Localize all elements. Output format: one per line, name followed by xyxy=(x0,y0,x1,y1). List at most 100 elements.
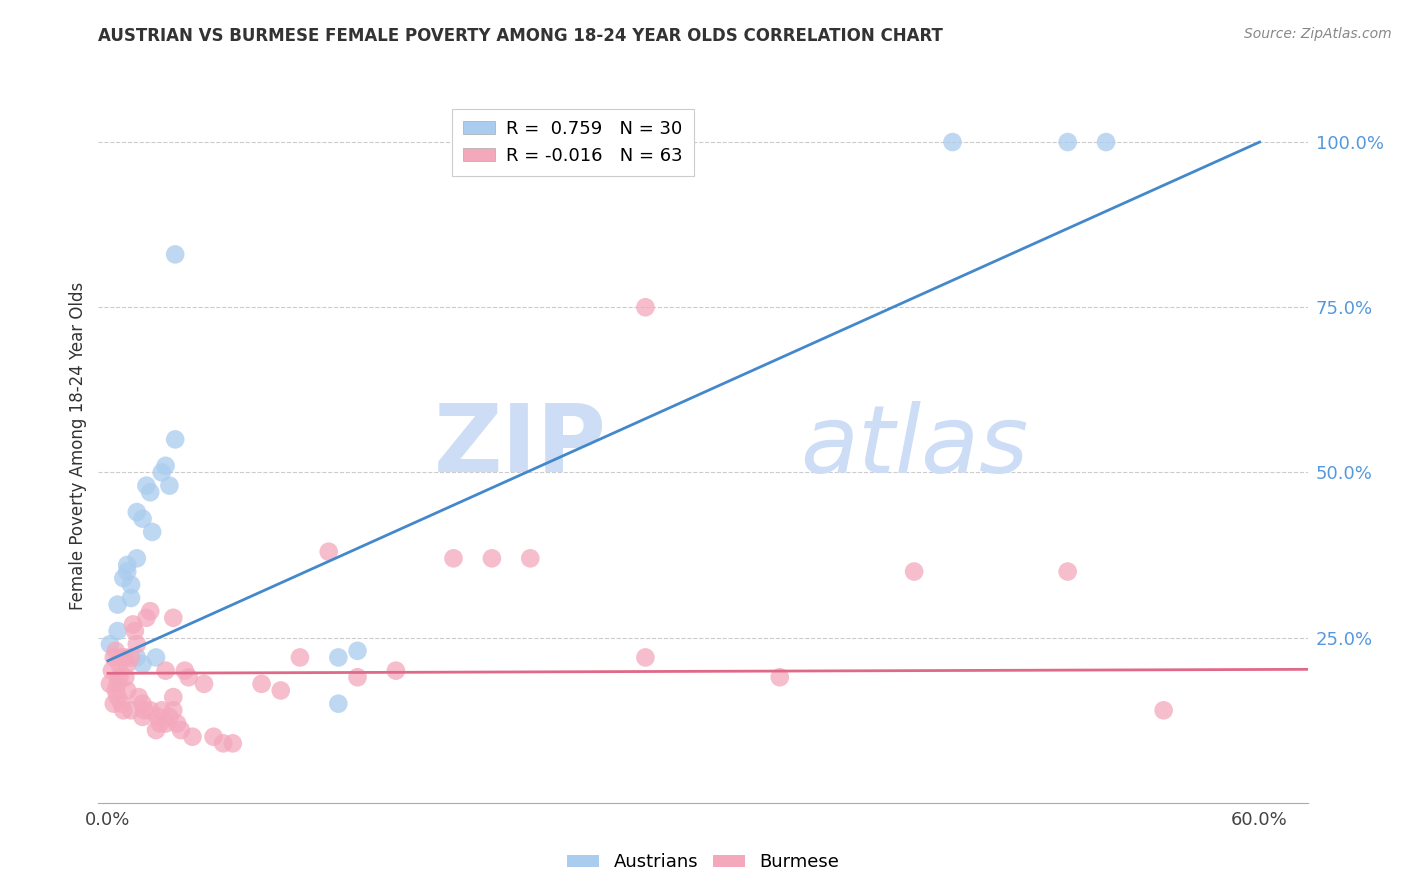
Point xyxy=(270,683,292,698)
Point xyxy=(1153,703,1175,717)
Point xyxy=(107,677,129,691)
Point xyxy=(131,657,153,671)
Point xyxy=(112,703,135,717)
Point xyxy=(108,670,131,684)
Point xyxy=(162,611,184,625)
Point xyxy=(107,690,129,704)
Point xyxy=(131,511,153,525)
Point xyxy=(159,478,181,492)
Point xyxy=(634,650,657,665)
Point xyxy=(104,683,127,698)
Point xyxy=(125,637,148,651)
Y-axis label: Female Poverty Among 18-24 Year Olds: Female Poverty Among 18-24 Year Olds xyxy=(69,282,87,610)
Point xyxy=(903,565,925,579)
Legend: R =  0.759   N = 30, R = -0.016   N = 63: R = 0.759 N = 30, R = -0.016 N = 63 xyxy=(453,109,693,176)
Point xyxy=(162,690,184,704)
Point xyxy=(173,664,195,678)
Point xyxy=(155,716,177,731)
Point xyxy=(103,650,125,665)
Point xyxy=(328,650,350,665)
Point xyxy=(135,478,157,492)
Point xyxy=(181,730,204,744)
Point xyxy=(112,571,135,585)
Point xyxy=(155,664,177,678)
Point xyxy=(170,723,193,738)
Point xyxy=(124,624,146,638)
Point xyxy=(481,551,503,566)
Point xyxy=(769,670,792,684)
Point xyxy=(1056,565,1078,579)
Point xyxy=(576,135,599,149)
Point xyxy=(139,485,162,500)
Point xyxy=(139,703,162,717)
Point xyxy=(108,657,131,671)
Point xyxy=(120,578,142,592)
Point xyxy=(114,650,136,665)
Point xyxy=(139,604,162,618)
Point xyxy=(135,611,157,625)
Point xyxy=(128,690,150,704)
Point xyxy=(134,703,156,717)
Point xyxy=(145,723,167,738)
Point xyxy=(155,458,177,473)
Legend: Austrians, Burmese: Austrians, Burmese xyxy=(560,847,846,879)
Text: ZIP: ZIP xyxy=(433,400,606,492)
Point xyxy=(222,736,245,750)
Point xyxy=(125,650,148,665)
Point xyxy=(104,644,127,658)
Point xyxy=(318,545,340,559)
Point xyxy=(101,664,124,678)
Point xyxy=(115,657,138,671)
Point xyxy=(98,637,121,651)
Point xyxy=(159,710,181,724)
Text: atlas: atlas xyxy=(800,401,1028,491)
Point xyxy=(103,697,125,711)
Point xyxy=(1056,135,1078,149)
Point xyxy=(1095,135,1118,149)
Point xyxy=(288,650,311,665)
Point xyxy=(481,135,503,149)
Point xyxy=(120,703,142,717)
Point xyxy=(110,697,132,711)
Point xyxy=(443,551,465,566)
Point xyxy=(346,644,368,658)
Point xyxy=(250,677,273,691)
Text: AUSTRIAN VS BURMESE FEMALE POVERTY AMONG 18-24 YEAR OLDS CORRELATION CHART: AUSTRIAN VS BURMESE FEMALE POVERTY AMONG… xyxy=(98,27,943,45)
Point xyxy=(177,670,200,684)
Point xyxy=(125,551,148,566)
Point xyxy=(634,300,657,314)
Point xyxy=(98,677,121,691)
Point xyxy=(150,703,173,717)
Point xyxy=(115,565,138,579)
Point xyxy=(150,466,173,480)
Point xyxy=(131,697,153,711)
Point xyxy=(114,670,136,684)
Point xyxy=(941,135,963,149)
Point xyxy=(115,558,138,572)
Point xyxy=(146,710,169,724)
Point xyxy=(120,650,142,665)
Point xyxy=(141,524,163,539)
Point xyxy=(107,624,129,638)
Point xyxy=(165,433,187,447)
Point xyxy=(165,247,187,261)
Point xyxy=(120,591,142,605)
Point xyxy=(385,664,408,678)
Point xyxy=(162,703,184,717)
Point xyxy=(115,683,138,698)
Point xyxy=(166,716,188,731)
Point xyxy=(328,697,350,711)
Point xyxy=(202,730,225,744)
Point xyxy=(122,617,145,632)
Point xyxy=(193,677,215,691)
Point xyxy=(110,650,132,665)
Point xyxy=(125,505,148,519)
Point xyxy=(145,650,167,665)
Point xyxy=(107,598,129,612)
Point xyxy=(212,736,235,750)
Text: Source: ZipAtlas.com: Source: ZipAtlas.com xyxy=(1244,27,1392,41)
Point xyxy=(346,670,368,684)
Point xyxy=(131,710,153,724)
Point xyxy=(519,551,541,566)
Point xyxy=(149,716,172,731)
